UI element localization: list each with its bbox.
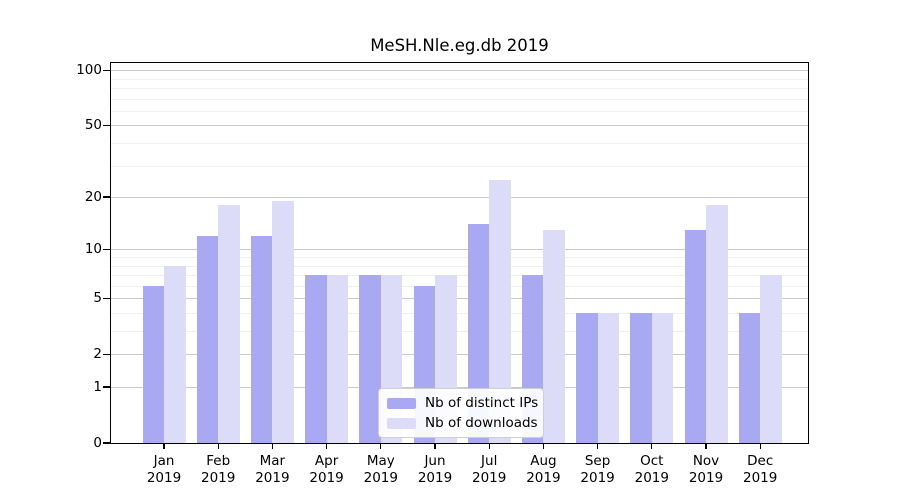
x-tick-mark	[434, 444, 436, 449]
bar-distinct-ips-jan	[142, 285, 164, 443]
x-tick-label: Jun 2019	[417, 453, 453, 486]
y-tick-mark	[103, 124, 110, 127]
legend-swatch-downloads	[387, 417, 416, 429]
bar-downloads-nov	[706, 205, 728, 443]
y-tick-label: 50	[84, 117, 102, 134]
legend-label: Nb of downloads	[425, 415, 538, 431]
major-gridline	[111, 125, 808, 127]
x-tick-mark	[542, 444, 545, 449]
x-tick-mark	[596, 444, 599, 449]
bar-distinct-ips-mar	[250, 235, 273, 443]
minor-gridline	[111, 88, 808, 89]
major-gridline	[111, 70, 808, 72]
y-tick-label: 1	[93, 379, 102, 395]
bar-distinct-ips-apr	[305, 275, 327, 443]
y-tick-mark	[103, 196, 110, 198]
y-tick-mark	[103, 353, 110, 355]
bar-downloads-sep	[597, 313, 620, 443]
legend-label: Nb of distinct IPs	[425, 395, 539, 411]
chart-title: MeSH.Nle.eg.db 2019	[370, 36, 549, 55]
minor-gridline	[111, 313, 808, 314]
plot-area: Nb of distinct IPs Nb of downloads	[110, 62, 809, 444]
x-tick-label: Apr 2019	[309, 453, 344, 486]
minor-gridline	[111, 265, 808, 267]
y-tick-label: 2	[93, 346, 102, 363]
legend-swatch-distinct-ips	[387, 397, 416, 409]
x-tick-label: May 2019	[363, 453, 398, 486]
x-tick-label: Sep 2019	[580, 453, 615, 486]
x-tick-mark	[705, 444, 707, 449]
x-tick-label: Jul 2019	[472, 453, 507, 486]
x-tick-mark	[759, 444, 761, 449]
x-tick-mark	[651, 444, 653, 449]
bar-downloads-jan	[164, 265, 186, 443]
major-gridline	[111, 354, 808, 356]
legend-entry: Nb of downloads	[387, 415, 538, 431]
y-tick-mark	[103, 248, 110, 250]
minor-gridline	[111, 275, 808, 276]
major-gridline	[111, 197, 808, 199]
y-tick-mark	[103, 442, 110, 444]
y-tick-mark	[103, 69, 110, 71]
x-tick-label: Oct 2019	[634, 453, 669, 486]
bar-downloads-apr	[326, 275, 349, 443]
bar-downloads-oct	[651, 313, 674, 443]
minor-gridline	[111, 143, 808, 144]
bar-distinct-ips-may	[359, 275, 381, 443]
bar-distinct-ips-oct	[630, 313, 652, 443]
bar-distinct-ips-nov	[684, 229, 706, 443]
y-tick-label: 20	[84, 189, 102, 206]
minor-gridline	[111, 165, 808, 167]
x-tick-mark	[380, 444, 382, 449]
minor-gridline	[111, 285, 808, 287]
minor-gridline	[111, 78, 808, 80]
y-tick-label: 5	[93, 290, 102, 307]
x-tick-mark	[488, 444, 490, 449]
y-tick-label: 100	[76, 62, 102, 79]
bar-distinct-ips-dec	[738, 313, 761, 443]
bar-downloads-aug	[543, 229, 565, 443]
major-gridline	[111, 387, 808, 388]
minor-gridline	[111, 331, 808, 332]
bar-downloads-jul	[489, 179, 511, 443]
x-tick-mark	[271, 444, 274, 449]
major-gridline	[111, 249, 808, 251]
bar-downloads-dec	[760, 275, 782, 443]
legend-entry: Nb of distinct IPs	[387, 395, 539, 411]
x-tick-label: Dec 2019	[743, 453, 778, 486]
x-tick-label: Nov 2019	[688, 453, 724, 486]
bar-distinct-ips-feb	[196, 235, 219, 443]
x-tick-label: Jan 2019	[146, 453, 182, 486]
major-gridline	[111, 298, 808, 300]
minor-gridline	[111, 257, 808, 258]
bar-downloads-feb	[218, 205, 240, 443]
minor-gridline	[111, 110, 808, 112]
x-tick-label: Mar 2019	[255, 453, 290, 486]
x-tick-label: Aug 2019	[526, 453, 561, 486]
bar-downloads-mar	[272, 201, 294, 443]
legend-box: Nb of distinct IPs Nb of downloads	[378, 388, 544, 438]
x-tick-mark	[163, 444, 165, 449]
bar-distinct-ips-sep	[576, 313, 598, 443]
y-tick-label: 10	[84, 241, 102, 258]
y-tick-mark	[103, 386, 110, 388]
x-tick-mark	[217, 444, 219, 449]
minor-gridline	[111, 98, 808, 100]
x-tick-label: Feb 2019	[201, 453, 236, 486]
x-tick-mark	[325, 444, 328, 449]
y-tick-label: 0	[93, 435, 102, 451]
y-tick-mark	[103, 297, 110, 299]
